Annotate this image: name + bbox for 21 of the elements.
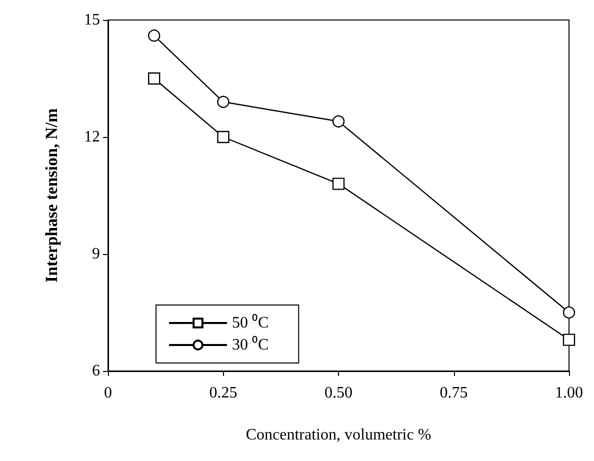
y-tick-label: 6 xyxy=(92,362,100,380)
x-tick-label: 0 xyxy=(104,384,112,402)
point xyxy=(217,130,230,144)
point xyxy=(562,334,576,346)
point xyxy=(332,178,345,190)
x-tick-label: 1.00 xyxy=(555,384,583,402)
legend-label: 50 ⁰C xyxy=(232,314,269,332)
y-tick-label: 9 xyxy=(92,246,100,262)
point xyxy=(217,96,230,108)
legend-label: 30 ⁰C xyxy=(232,336,269,354)
point xyxy=(148,72,160,85)
x-tick-label: 0.25 xyxy=(209,384,238,402)
point xyxy=(332,115,345,128)
y-axis-title: Interphase tension, N/m xyxy=(42,108,61,283)
x-tick-label: 0.75 xyxy=(440,384,468,402)
y-tick-label: 12 xyxy=(84,128,100,146)
point xyxy=(562,306,576,319)
x-tick-label: 0.50 xyxy=(324,384,352,402)
x-axis-title: Concentration, volumetric % xyxy=(246,426,432,444)
point xyxy=(148,30,160,42)
y-tick-label: 15 xyxy=(84,12,100,28)
